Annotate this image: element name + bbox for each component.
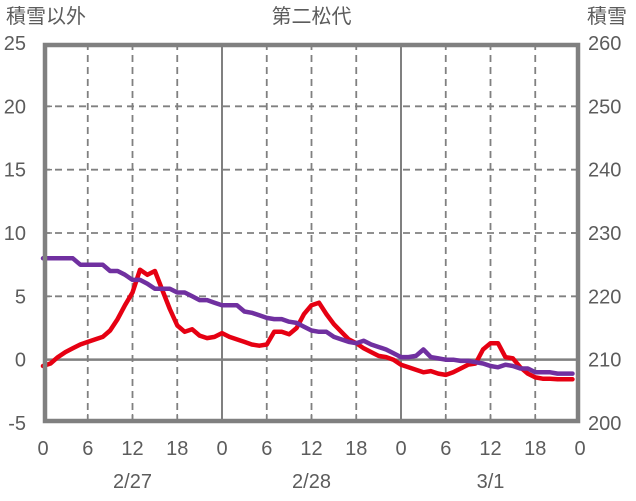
- right-axis-tick-label: 200: [588, 413, 621, 435]
- hour-tick-label: 18: [524, 438, 546, 460]
- date-label: 3/1: [477, 471, 505, 493]
- right-axis-tick-label: 230: [588, 223, 621, 245]
- hour-tick-label: 0: [37, 438, 48, 460]
- hour-tick-label: 0: [395, 438, 406, 460]
- hour-tick-label: 0: [216, 438, 227, 460]
- snow-depth-line: [40, 256, 575, 376]
- hour-tick-label: 12: [479, 438, 501, 460]
- right-axis-tick-label: 250: [588, 96, 621, 118]
- hour-tick-label: 0: [574, 438, 585, 460]
- right-axis-tick-label: 240: [588, 160, 621, 182]
- hour-tick-label: 6: [82, 438, 93, 460]
- other-than-snow-line: [40, 267, 575, 382]
- plot-border: [42, 42, 581, 424]
- left-axis-tick-label: 20: [4, 96, 26, 118]
- chart-title: 第二松代: [271, 6, 352, 28]
- date-label: 2/28: [292, 471, 331, 493]
- hour-tick-label: 12: [300, 438, 322, 460]
- left-axis-tick-label: 25: [4, 33, 26, 55]
- right-axis-tick-label: 220: [588, 286, 621, 308]
- left-axis-tick-label: 0: [15, 350, 26, 372]
- hour-tick-label: 6: [261, 438, 272, 460]
- date-label: 2/27: [113, 471, 152, 493]
- right-axis-title: 積雪: [587, 6, 627, 28]
- hour-tick-label: 18: [166, 438, 188, 460]
- left-axis-tick-label: 10: [4, 223, 26, 245]
- hour-tick-label: 6: [440, 438, 451, 460]
- right-axis-tick-label: 260: [588, 33, 621, 55]
- hour-tick-label: 12: [121, 438, 143, 460]
- left-axis-tick-label: 15: [4, 160, 26, 182]
- left-axis-title: 積雪以外: [6, 6, 86, 28]
- hour-tick-label: 18: [345, 438, 367, 460]
- right-axis-tick-label: 210: [588, 350, 621, 372]
- left-axis-tick-label: 5: [15, 286, 26, 308]
- left-axis-tick-label: -5: [8, 413, 26, 435]
